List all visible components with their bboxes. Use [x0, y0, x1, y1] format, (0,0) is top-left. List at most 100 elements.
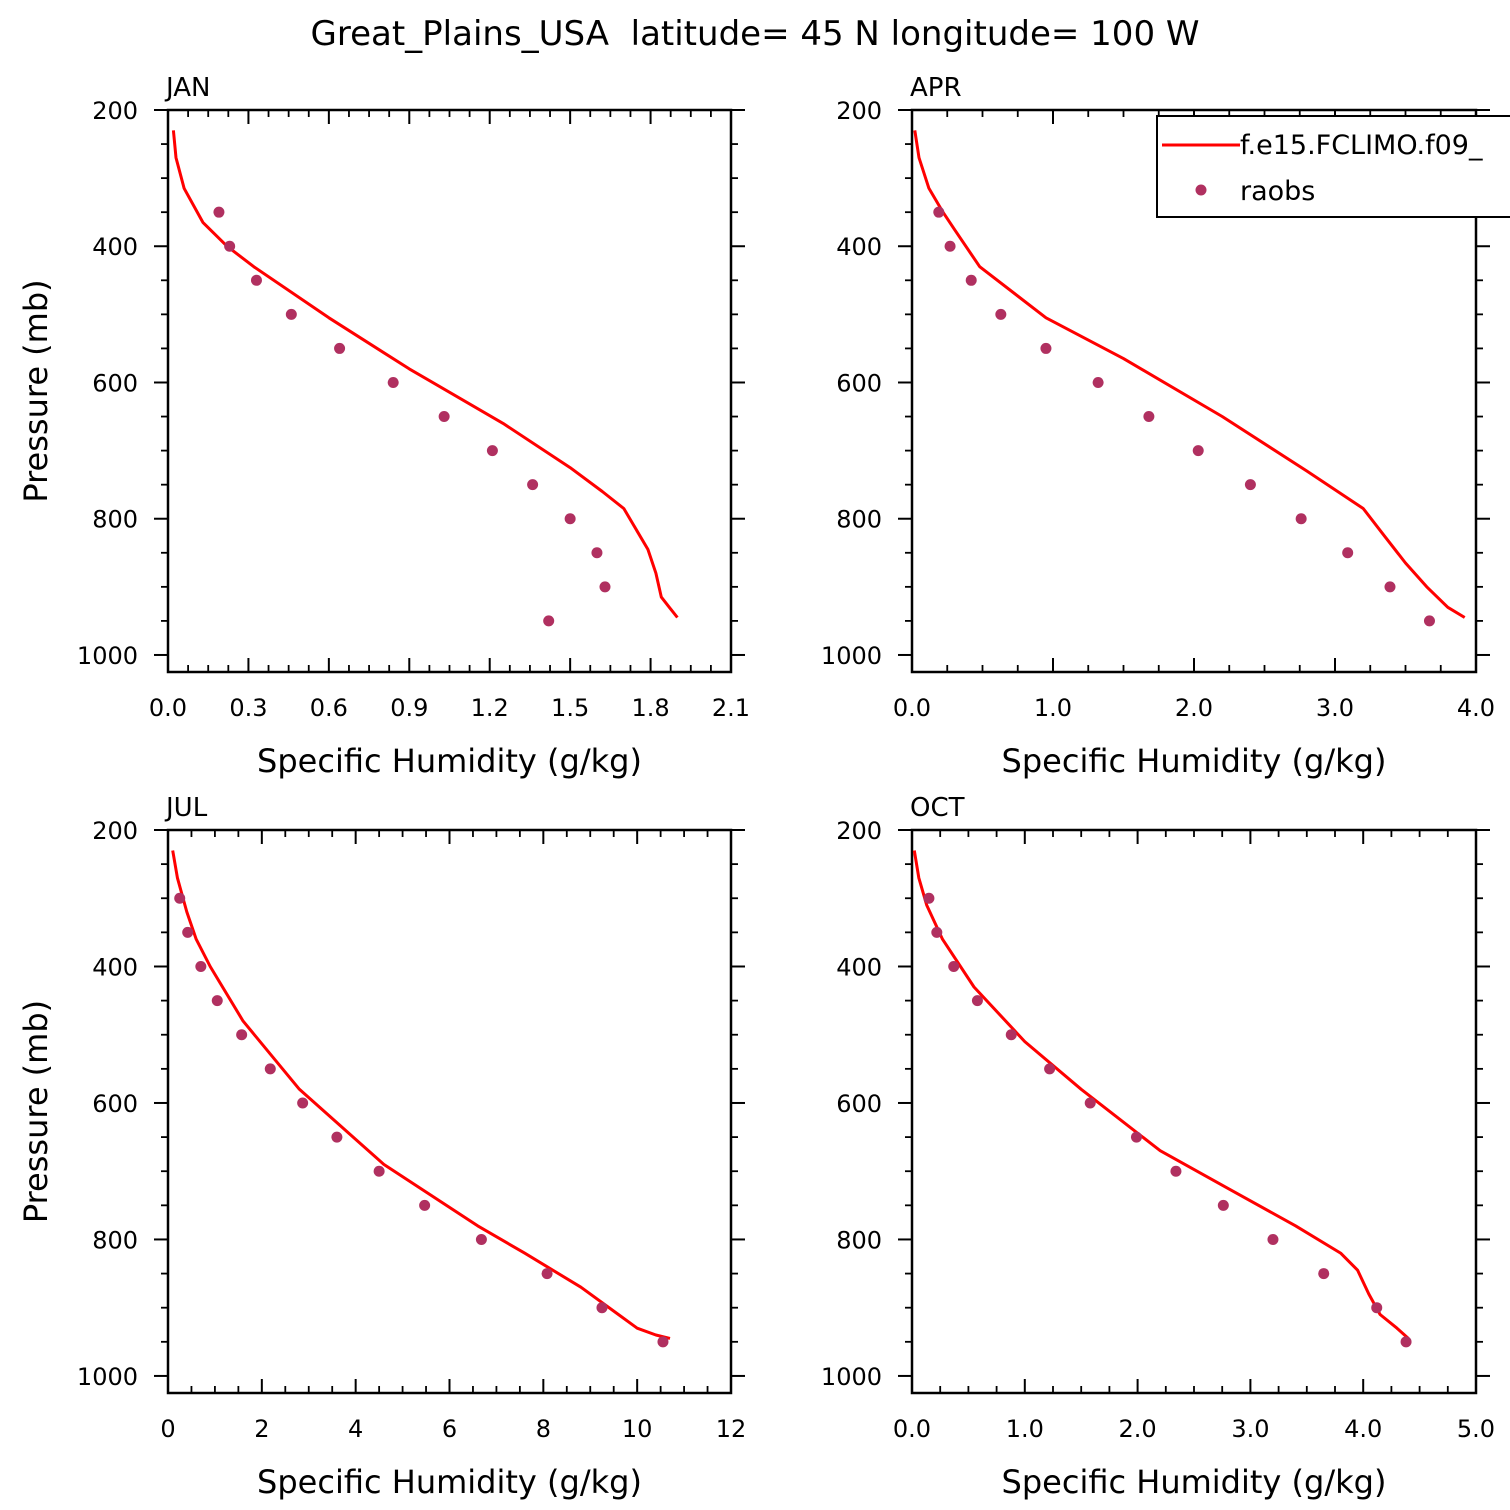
raobs-point — [596, 1302, 608, 1314]
raobs-point — [995, 308, 1007, 320]
raobs-point — [211, 995, 223, 1007]
x-tick-label: 3.0 — [1316, 694, 1354, 722]
raobs-point — [264, 1063, 276, 1075]
y-tick-label: 200 — [836, 817, 882, 845]
x-tick-label: 2.0 — [1175, 694, 1213, 722]
legend-label-model: f.e15.FCLIMO.f09_ — [1240, 130, 1483, 161]
legend-box — [1156, 115, 1510, 218]
raobs-point — [543, 615, 555, 627]
x-tick-label: 1.8 — [631, 694, 669, 722]
raobs-point — [1192, 445, 1204, 457]
raobs-point — [486, 445, 498, 457]
y-tick-label: 600 — [836, 369, 882, 397]
raobs-point — [1130, 1131, 1142, 1143]
panel-apr: APR 0.0 1.0 2.0 3.0 4.0 200 400 600 800 1000 Specif… — [821, 73, 1495, 780]
x-axis-title: Specific Humidity (g/kg) — [1002, 742, 1387, 780]
raobs-point — [236, 1029, 248, 1041]
raobs-point — [948, 960, 960, 972]
y-tick-label: 1000 — [77, 1363, 138, 1391]
raobs-point — [944, 240, 956, 252]
raobs-point — [250, 274, 262, 286]
raobs-point — [174, 892, 186, 904]
raobs-point — [931, 926, 943, 938]
y-tick-label: 600 — [836, 1090, 882, 1118]
raobs-point — [438, 411, 450, 423]
raobs-point — [373, 1165, 385, 1177]
model-series-line — [171, 130, 679, 619]
y-tick-label: 1000 — [77, 642, 138, 670]
y-tick-label: 400 — [92, 233, 138, 261]
x-tick-label: 0.3 — [229, 694, 267, 722]
raobs-point — [331, 1131, 343, 1143]
raobs-point — [182, 926, 194, 938]
x-tick-label: 1.0 — [1006, 1415, 1044, 1443]
x-tick-label: 0.0 — [149, 694, 187, 722]
legend: f.e15.FCLIMO.f09_raobs — [1156, 115, 1510, 218]
model-series-line — [171, 850, 671, 1340]
y-tick-label: 200 — [92, 817, 138, 845]
raobs-point — [1400, 1336, 1412, 1348]
plot-frame — [166, 828, 733, 1395]
x-tick-label: 6 — [442, 1415, 457, 1443]
x-axis-title: Specific Humidity (g/kg) — [257, 742, 642, 780]
y-tick-label: 200 — [836, 97, 882, 125]
x-tick-label: 0.6 — [310, 694, 348, 722]
raobs-point — [933, 206, 945, 218]
raobs-point — [923, 892, 935, 904]
y-tick-label: 800 — [836, 1226, 882, 1254]
x-tick-label: 0.0 — [893, 694, 931, 722]
y-tick-label: 400 — [92, 953, 138, 981]
y-tick-label: 200 — [92, 97, 138, 125]
panel-label: JUL — [164, 793, 208, 823]
y-tick-label: 1000 — [821, 1363, 882, 1391]
x-axis-title: Specific Humidity (g/kg) — [1002, 1463, 1387, 1501]
panel-label: APR — [910, 73, 962, 103]
x-tick-label: 2 — [254, 1415, 269, 1443]
raobs-point — [971, 995, 983, 1007]
y-tick-label: 400 — [836, 233, 882, 261]
panel-jan: JAN 0.0 0.3 0.6 0.9 1.2 1.5 1.8 2.1 200 400 600 800 1… — [17, 73, 750, 780]
plot-frame — [910, 828, 1478, 1395]
raobs-point — [1170, 1165, 1182, 1177]
panel-jul: JUL 0 2 4 6 8 10 12 200 400 600 800 1000 Specific Hum… — [17, 793, 746, 1501]
raobs-point — [1244, 479, 1256, 491]
raobs-point — [334, 342, 346, 354]
x-tick-label: 5.0 — [1457, 1415, 1495, 1443]
chart-title: Great_Plains_USA latitude= 45 N longitud… — [311, 14, 1200, 54]
x-tick-label: 4.0 — [1457, 694, 1495, 722]
panel-oct: OCT 0.0 1.0 2.0 3.0 4.0 5.0 200 400 600 800 1000 Spe… — [821, 793, 1495, 1501]
raobs-point — [224, 240, 236, 252]
raobs-point — [1143, 411, 1155, 423]
y-tick-label: 400 — [836, 953, 882, 981]
y-axis-title: Pressure (mb) — [17, 279, 55, 502]
raobs-point — [1217, 1199, 1229, 1211]
raobs-point — [599, 581, 611, 593]
y-axis-title: Pressure (mb) — [17, 1000, 55, 1223]
raobs-point — [1044, 1063, 1056, 1075]
panel-label: OCT — [910, 793, 965, 823]
y-tick-label: 800 — [92, 506, 138, 534]
x-tick-label: 8 — [536, 1415, 551, 1443]
legend-marker-swatch — [1195, 184, 1207, 196]
raobs-point — [1318, 1268, 1330, 1280]
x-axis-title: Specific Humidity (g/kg) — [257, 1463, 642, 1501]
x-tick-label: 0.0 — [893, 1415, 931, 1443]
raobs-point — [1423, 615, 1435, 627]
raobs-point — [591, 547, 603, 559]
raobs-point — [657, 1336, 669, 1348]
raobs-point — [564, 513, 576, 525]
raobs-point — [297, 1097, 309, 1109]
raobs-point — [541, 1268, 553, 1280]
panels-layer: JAN 0.0 0.3 0.6 0.9 1.2 1.5 1.8 2.1 200 400 600 800 1… — [17, 73, 1495, 1501]
raobs-point — [1342, 547, 1354, 559]
raobs-point — [1371, 1302, 1383, 1314]
x-tick-label: 12 — [716, 1415, 747, 1443]
y-tick-label: 600 — [92, 369, 138, 397]
x-tick-label: 0 — [160, 1415, 175, 1443]
x-tick-label: 1.2 — [471, 694, 509, 722]
x-tick-label: 1.0 — [1034, 694, 1072, 722]
raobs-point — [1005, 1029, 1017, 1041]
y-tick-label: 800 — [836, 506, 882, 534]
x-tick-label: 2.1 — [712, 694, 750, 722]
